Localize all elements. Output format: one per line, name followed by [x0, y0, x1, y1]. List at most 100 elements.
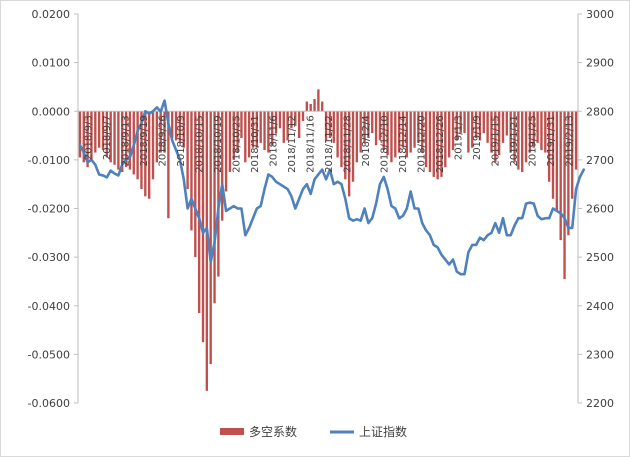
- x-tick-label-23: 2019/1/21: [509, 115, 520, 166]
- legend-bar-label: 多空系数: [249, 424, 297, 439]
- x-tick-labels: 2018/9/3 2018/9/7 2018/9/13 2018/9/19 2018/9…: [83, 115, 575, 173]
- bar-126: [563, 111, 566, 280]
- x-tick-label-4: 2018/9/26: [157, 115, 168, 166]
- bar-125: [559, 111, 562, 241]
- bar-96: [447, 111, 451, 158]
- bar-107: [490, 111, 493, 153]
- bar-91: [428, 111, 432, 173]
- bar-16: [140, 111, 143, 190]
- bar-37: [221, 111, 224, 221]
- bar-65: [328, 111, 332, 138]
- bar-28: [186, 111, 189, 190]
- x-tick-label-21: 2019/1/9: [472, 115, 483, 160]
- bar-12: [124, 111, 128, 168]
- bar-73: [359, 111, 362, 153]
- bar-68: [340, 111, 343, 168]
- bar-11: [121, 111, 124, 173]
- bar-20: [155, 111, 159, 163]
- bar-77: [374, 111, 378, 146]
- bar-88: [417, 111, 420, 143]
- bar-108: [494, 111, 497, 163]
- bar-98: [455, 111, 459, 141]
- bar-80: [386, 111, 389, 156]
- bar-7: [105, 111, 109, 158]
- bar-112: [509, 111, 512, 153]
- right-tick-label-5: 2500: [586, 251, 614, 264]
- bar-41: [236, 111, 239, 153]
- left-tick-label-4: -0.0200: [28, 203, 70, 216]
- bar-30: [194, 111, 197, 258]
- bar-100: [463, 111, 466, 134]
- bar-122: [547, 111, 551, 182]
- bar-105: [482, 111, 485, 134]
- right-tick-label-4: 2600: [586, 203, 614, 216]
- x-tick-label-25: 2019/1/31: [546, 115, 557, 166]
- bar-40: [232, 111, 235, 160]
- left-tick-label-3: -0.0100: [28, 154, 70, 167]
- bar-60: [309, 103, 312, 112]
- bar-95: [444, 111, 447, 168]
- right-tick-label-7: 2300: [586, 348, 614, 361]
- x-tick-label-20: 2019/1/3: [454, 115, 465, 160]
- right-tick-label-2: 2800: [586, 105, 614, 118]
- bar-35: [213, 111, 216, 304]
- bar-29: [190, 111, 193, 231]
- x-tick-label-16: 2018/12/10: [380, 115, 391, 173]
- bar-78: [378, 111, 382, 141]
- bar-76: [371, 111, 374, 134]
- bar-111: [505, 111, 509, 136]
- left-tick-label-5: -0.0300: [28, 251, 70, 264]
- bar-79: [382, 111, 385, 151]
- bar-121: [544, 111, 547, 153]
- x-tick-label-11: 2018/11/12: [287, 115, 298, 173]
- bar-94: [440, 111, 443, 177]
- right-tick-label-0: 3000: [586, 8, 614, 21]
- bar-52: [278, 111, 282, 129]
- x-tick-label-2: 2018/9/13: [120, 115, 131, 166]
- bar-55: [290, 111, 293, 129]
- bar-89: [421, 111, 424, 153]
- bar-85: [405, 111, 409, 158]
- bar-10: [117, 111, 120, 170]
- bar-33: [205, 111, 209, 391]
- bar-51: [274, 111, 278, 134]
- bar-93: [436, 111, 439, 180]
- bar-53: [282, 111, 285, 143]
- bar-4: [94, 111, 97, 153]
- left-tick-label-6: -0.0400: [28, 300, 70, 313]
- left-tick-label-8: -0.0600: [28, 397, 70, 410]
- x-tick-label-15: 2018/12/4: [361, 115, 372, 166]
- bar-69: [344, 111, 347, 180]
- right-tick-label-8: 2200: [586, 397, 614, 410]
- bar-22: [163, 111, 166, 153]
- bar-101: [467, 111, 470, 153]
- bar-43: [244, 111, 247, 163]
- bar-72: [355, 111, 359, 163]
- bar-9: [113, 111, 116, 165]
- bar-17: [144, 111, 147, 197]
- bar-87: [413, 111, 416, 148]
- bar-127: [567, 111, 570, 236]
- line-layer: [78, 99, 586, 276]
- left-axis-tick-labels: 0.0200 0.0100 0.0000 -0.0100 -0.0200 -0.0300 -…: [28, 8, 70, 410]
- right-tick-label-3: 2700: [586, 154, 614, 167]
- bar-61: [313, 99, 316, 112]
- bar-75: [367, 111, 370, 138]
- bar-31: [197, 111, 201, 314]
- bar-5: [97, 111, 101, 148]
- x-tick-label-26: 2019/2/13: [565, 115, 576, 166]
- bar-63: [321, 101, 324, 112]
- bar-104: [478, 111, 482, 141]
- right-axis-tick-labels: 3000 2900 2800 2700 2600 2500 2400 2300 2200: [586, 8, 614, 410]
- bar-115: [521, 111, 524, 173]
- bar-6: [101, 111, 105, 151]
- left-tick-label-7: -0.0500: [28, 348, 70, 361]
- series-line-shangzheng: [78, 99, 586, 276]
- bar-38: [224, 111, 228, 192]
- bar-50: [271, 111, 274, 146]
- bar-32: [201, 111, 205, 343]
- bar-49: [267, 111, 270, 153]
- bar-97: [451, 111, 455, 151]
